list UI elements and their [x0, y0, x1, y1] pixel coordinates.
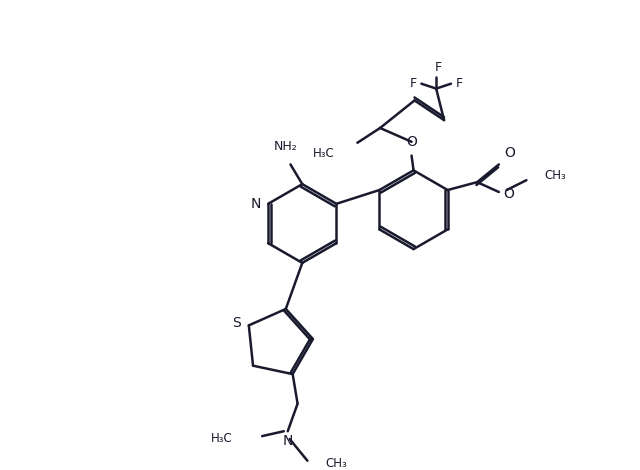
Text: F: F — [410, 77, 417, 90]
Text: CH₃: CH₃ — [325, 457, 347, 470]
Text: O: O — [503, 187, 514, 201]
Text: O: O — [504, 146, 515, 159]
Text: O: O — [406, 135, 417, 149]
Text: S: S — [232, 316, 241, 330]
Text: NH₂: NH₂ — [274, 140, 298, 153]
Text: N: N — [251, 197, 261, 211]
Text: F: F — [435, 61, 442, 74]
Text: CH₃: CH₃ — [544, 169, 566, 182]
Text: H₃C: H₃C — [313, 147, 335, 160]
Text: N: N — [282, 434, 293, 448]
Text: H₃C: H₃C — [211, 431, 232, 445]
Text: F: F — [456, 77, 463, 90]
